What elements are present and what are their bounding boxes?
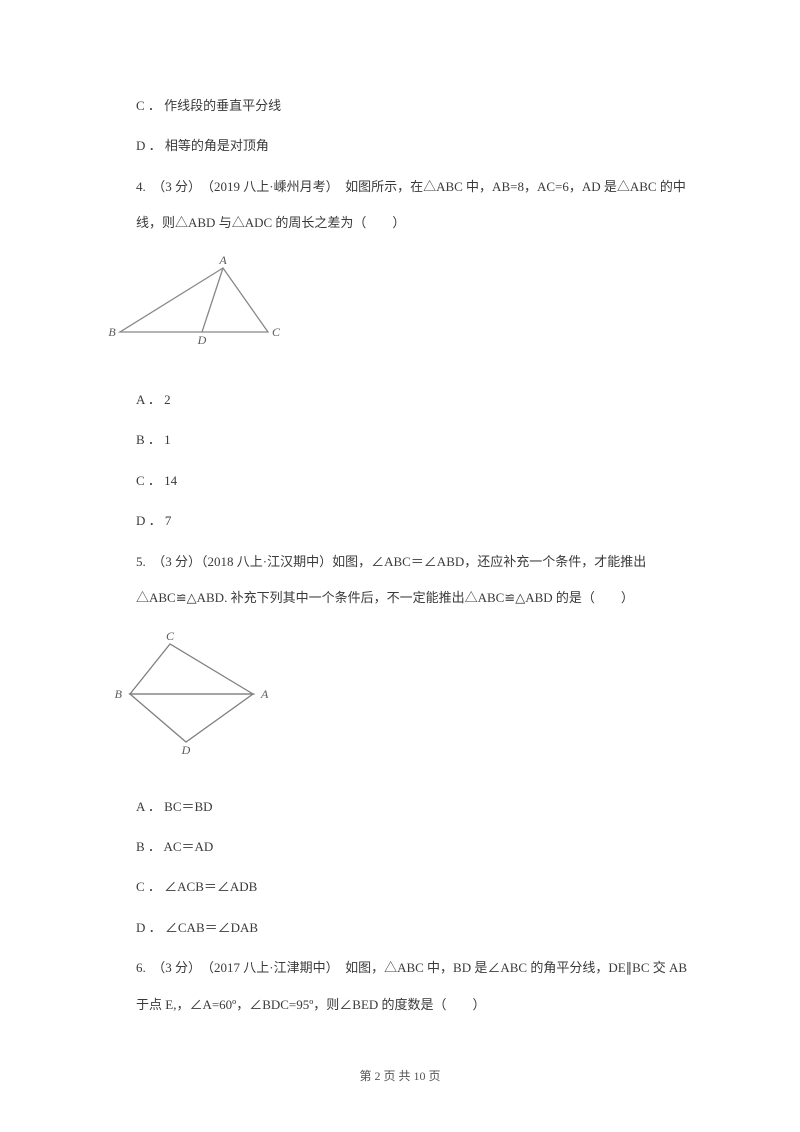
q4-option-c: C ． 14	[100, 463, 700, 499]
page-footer: 第 2 页 共 10 页	[0, 1067, 800, 1084]
page-content: C ． 作线段的垂直平分线 D ． 相等的角是对顶角 4. （3 分） （201…	[0, 0, 800, 1023]
label-d: D	[197, 333, 207, 347]
question-5-text: 5. （3 分）（2018 八上·江汉期中）如图，∠ABC＝∠ABD，还应补充一…	[136, 554, 646, 605]
q5-option-a: A ． BC＝BD	[100, 789, 700, 825]
q5-option-c: C ． ∠ACB＝∠ADB	[100, 869, 700, 905]
label-a: A	[218, 253, 227, 267]
question-5: 5. （3 分）（2018 八上·江汉期中）如图，∠ABC＝∠ABD，还应补充一…	[100, 544, 700, 617]
question-6: 6. （3 分） （2017 八上·江津期中） 如图，△ABC 中，BD 是∠A…	[100, 950, 700, 1023]
q5-option-b: B ． AC＝AD	[100, 829, 700, 865]
question-4: 4. （3 分） （2019 八上·嵊州月考） 如图所示，在△ABC 中，AB=…	[100, 169, 700, 242]
q4-option-b: B ． 1	[100, 422, 700, 458]
option-c-prev: C ． 作线段的垂直平分线	[100, 88, 700, 124]
triangle-abc	[120, 268, 268, 332]
triangle-q5-svg: A B C D	[108, 634, 283, 756]
q5-option-d: D ． ∠CAB＝∠DAB	[100, 910, 700, 946]
label-c-q5: C	[166, 629, 175, 643]
q4-option-a: A ． 2	[100, 382, 700, 418]
option-d-prev: D ． 相等的角是对顶角	[100, 128, 700, 164]
triangle-abd-q5	[130, 694, 253, 742]
label-d-q5: D	[181, 743, 191, 757]
q4-option-d: D ． 7	[100, 503, 700, 539]
triangle-q4-svg: A B C D	[108, 260, 288, 350]
label-b: B	[108, 325, 116, 339]
question-6-text: 6. （3 分） （2017 八上·江津期中） 如图，△ABC 中，BD 是∠A…	[136, 960, 687, 1011]
question-4-text: 4. （3 分） （2019 八上·嵊州月考） 如图所示，在△ABC 中，AB=…	[136, 179, 686, 230]
label-b-q5: B	[115, 687, 123, 701]
median-ad	[202, 268, 223, 332]
triangle-abc-q5	[130, 644, 253, 694]
label-a-q5: A	[260, 687, 269, 701]
figure-q5: A B C D	[108, 634, 700, 770]
figure-q4: A B C D	[108, 260, 700, 364]
label-c: C	[272, 325, 281, 339]
